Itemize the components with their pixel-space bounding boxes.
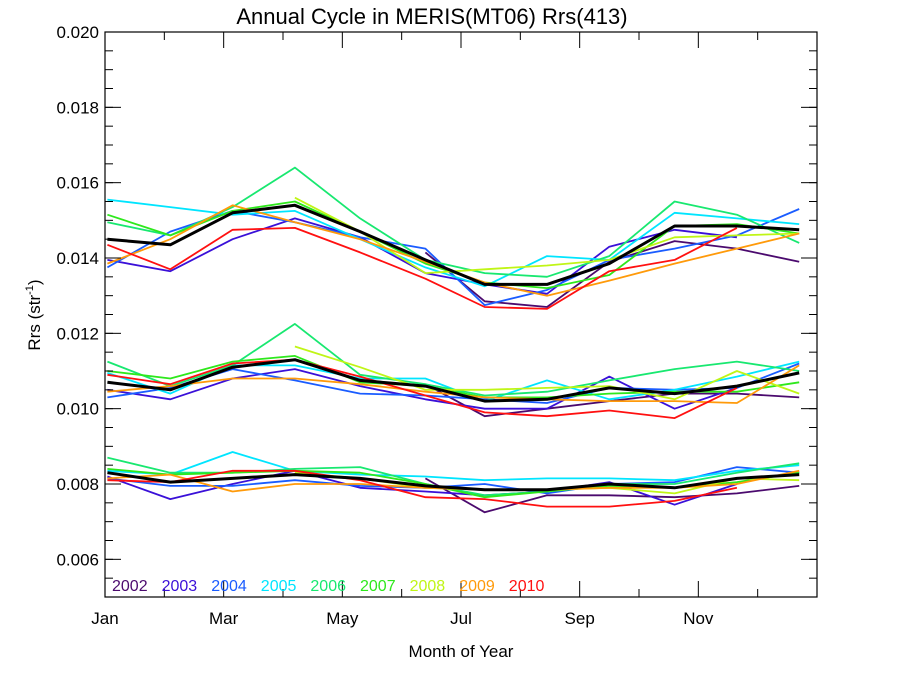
series-line-middle-2010	[107, 358, 738, 420]
series-line-upper-2005	[107, 198, 800, 288]
series-line-lower-2004	[107, 466, 800, 495]
y-tick-label: 0.018	[56, 98, 99, 117]
y-axis-title-sup: -1	[24, 285, 36, 295]
y-axis-title-close: )	[25, 279, 44, 285]
series-line-middle-mean	[107, 358, 800, 403]
x-tick-label: Mar	[209, 609, 239, 628]
y-tick-label: 0.016	[56, 174, 99, 193]
legend-item-2010: 2010	[509, 578, 545, 595]
series-line-upper-2008	[294, 196, 800, 275]
y-tick-label: 0.012	[56, 324, 99, 343]
legend: 2002 2003 2004 2005 2006 2007 2008 2009 2010	[112, 578, 544, 595]
chart-title: Annual Cycle in MERIS(MT06) Rrs(413)	[236, 4, 627, 29]
x-tick-label: Sep	[565, 609, 595, 628]
series-line-lower-2010	[107, 469, 738, 508]
series-line-upper-2010	[107, 226, 738, 310]
plot-frame	[104, 31, 818, 598]
legend-item-2003: 2003	[162, 578, 198, 595]
series-line-middle-2008	[294, 345, 800, 401]
series-line-lower-mean	[107, 471, 800, 492]
series-group-middle	[107, 322, 800, 420]
y-axis-title: Rrs (str-1)	[24, 279, 44, 350]
x-tick-label: May	[326, 609, 359, 628]
series-line-upper-mean	[107, 203, 800, 286]
plot-lines	[106, 166, 800, 514]
legend-item-2006: 2006	[310, 578, 346, 595]
legend-item-2005: 2005	[261, 578, 297, 595]
legend-item-2004: 2004	[211, 578, 247, 595]
x-tick-label: Jul	[450, 609, 472, 628]
series-group-upper	[106, 166, 800, 310]
y-tick-label: 0.008	[56, 475, 99, 494]
x-axis: Jan Mar May Jul Sep Nov	[91, 32, 759, 628]
y-axis-title-main: Rrs (str	[25, 295, 44, 351]
y-tick-label: 0.006	[56, 550, 99, 569]
series-line-middle-2004	[107, 362, 800, 404]
y-tick-label: 0.010	[56, 400, 99, 419]
y-axis: 0.006 0.008 0.010 0.012 0.014 0.016 0.018 0.020	[56, 23, 817, 598]
y-tick-label: 0.020	[56, 23, 99, 42]
x-tick-label: Nov	[683, 609, 714, 628]
series-line-lower-2002	[424, 477, 800, 514]
series-line-lower-2005	[107, 451, 800, 482]
legend-item-2002: 2002	[112, 578, 148, 595]
series-line-middle-2003	[107, 368, 738, 410]
legend-item-2008: 2008	[410, 578, 446, 595]
y-tick-label: 0.014	[56, 249, 99, 268]
legend-item-2009: 2009	[459, 578, 495, 595]
legend-item-2007: 2007	[360, 578, 396, 595]
series-line-upper-2002	[424, 240, 800, 308]
x-axis-title: Month of Year	[409, 642, 514, 661]
series-group-lower	[107, 451, 800, 514]
x-tick-label: Jan	[91, 609, 118, 628]
